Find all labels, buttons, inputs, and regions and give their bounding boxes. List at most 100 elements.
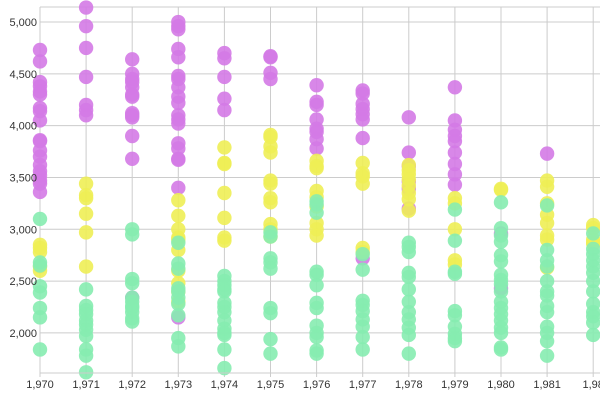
data-point-series-2 xyxy=(171,235,186,250)
data-point-series-0 xyxy=(217,69,232,85)
data-point-series-2 xyxy=(493,195,509,210)
x-tick-label: 1,970 xyxy=(26,379,54,391)
data-point-series-1 xyxy=(263,145,278,160)
data-point-series-2 xyxy=(171,261,186,276)
y-tick-label: 2,000 xyxy=(9,328,37,340)
data-point-series-0 xyxy=(78,40,94,56)
data-point-series-2 xyxy=(401,282,416,297)
x-tick-label: 1,980 xyxy=(487,379,515,391)
data-point-series-2 xyxy=(217,360,232,376)
data-point-series-0 xyxy=(355,112,370,127)
data-point-series-2 xyxy=(539,288,555,303)
data-point-series-2 xyxy=(493,325,509,341)
data-point-series-2 xyxy=(447,308,463,323)
data-point-series-2 xyxy=(309,300,324,316)
data-point-series-2 xyxy=(78,328,94,344)
data-point-series-2 xyxy=(171,339,186,354)
data-point-series-1 xyxy=(217,185,232,201)
data-point-series-2 xyxy=(171,308,186,323)
data-point-series-0 xyxy=(125,110,140,125)
data-point-series-1 xyxy=(217,140,232,155)
data-point-series-0 xyxy=(447,156,463,172)
data-point-series-0 xyxy=(217,51,232,66)
data-point-series-2 xyxy=(263,306,278,321)
data-point-series-2 xyxy=(309,329,324,345)
axes: 2,000 2,500 3,000 3,500 4,000 4,500 5,000 1,970… xyxy=(9,17,600,391)
data-point-series-0 xyxy=(78,108,94,123)
y-tick-label: 5,000 xyxy=(9,17,37,29)
data-point-series-2 xyxy=(493,254,509,269)
data-point-series-2 xyxy=(493,284,509,299)
data-point-series-2 xyxy=(539,348,555,363)
data-point-series-1 xyxy=(78,225,94,240)
data-point-series-2 xyxy=(447,202,463,217)
data-point-series-1 xyxy=(217,156,232,172)
data-point-series-1 xyxy=(32,244,48,260)
data-point-series-1 xyxy=(263,176,278,191)
data-point-series-0 xyxy=(171,95,186,111)
data-point-series-1 xyxy=(78,206,94,221)
data-point-series-0 xyxy=(171,50,186,65)
data-point-series-1 xyxy=(171,193,186,208)
x-tick-label: 1,974 xyxy=(211,379,239,391)
data-point-series-0 xyxy=(309,97,324,113)
data-point-series-2 xyxy=(355,319,370,334)
data-point-series-1 xyxy=(539,215,555,231)
data-point-series-2 xyxy=(78,282,94,297)
x-tick-label: 1,975 xyxy=(257,379,285,391)
x-tick-label: 1,973 xyxy=(165,379,193,391)
data-point-series-0 xyxy=(125,128,140,144)
data-point-series-0 xyxy=(309,141,324,156)
data-point-series-0 xyxy=(171,22,186,37)
data-point-series-2 xyxy=(401,244,416,260)
data-point-series-0 xyxy=(263,71,278,87)
data-point-series-2 xyxy=(171,296,186,312)
data-point-series-2 xyxy=(355,246,370,262)
data-point-series-0 xyxy=(125,89,140,104)
data-point-series-0 xyxy=(263,50,278,65)
data-point-series-2 xyxy=(263,346,278,361)
data-point-series-0 xyxy=(447,80,463,95)
data-point-series-2 xyxy=(539,304,555,320)
data-point-series-0 xyxy=(355,86,370,101)
data-point-series-0 xyxy=(32,54,48,69)
data-point-series-2 xyxy=(493,234,509,249)
data-point-series-0 xyxy=(125,52,140,67)
data-point-series-2 xyxy=(309,346,324,361)
x-tick-label: 1,972 xyxy=(118,379,146,391)
data-point-series-2 xyxy=(447,333,463,349)
data-point-series-2 xyxy=(78,348,94,363)
data-point-series-0 xyxy=(447,167,463,182)
x-tick-label: 1,977 xyxy=(349,379,377,391)
data-point-series-0 xyxy=(32,87,48,102)
data-point-series-0 xyxy=(171,180,186,196)
data-point-series-0 xyxy=(401,145,416,160)
x-tick-label: 1,976 xyxy=(303,379,331,391)
data-point-series-0 xyxy=(539,146,555,161)
x-tick-label: 1,971 xyxy=(72,379,100,391)
data-point-series-1 xyxy=(78,190,94,206)
data-point-series-2 xyxy=(493,342,509,357)
data-point-series-2 xyxy=(263,261,278,276)
data-point-series-2 xyxy=(309,267,324,283)
data-point-series-2 xyxy=(401,269,416,285)
data-point-series-2 xyxy=(586,284,600,299)
data-point-series-0 xyxy=(32,113,48,128)
data-point-series-2 xyxy=(217,284,232,299)
x-tick-label: 1,979 xyxy=(441,379,469,391)
data-point-series-0 xyxy=(447,133,463,149)
data-point-series-0 xyxy=(447,145,463,160)
data-point-series-2 xyxy=(539,259,555,274)
data-point-series-2 xyxy=(309,205,324,220)
data-point-series-1 xyxy=(78,259,94,274)
data-point-series-1 xyxy=(539,232,555,247)
x-tick-label: 1,981 xyxy=(533,379,561,391)
data-point-series-2 xyxy=(78,365,94,380)
data-point-series-2 xyxy=(32,211,48,227)
data-point-series-2 xyxy=(586,273,600,289)
y-tick-label: 4,000 xyxy=(9,121,37,133)
data-point-series-2 xyxy=(32,258,48,273)
data-point-series-2 xyxy=(263,331,278,347)
data-point-series-1 xyxy=(78,176,94,191)
